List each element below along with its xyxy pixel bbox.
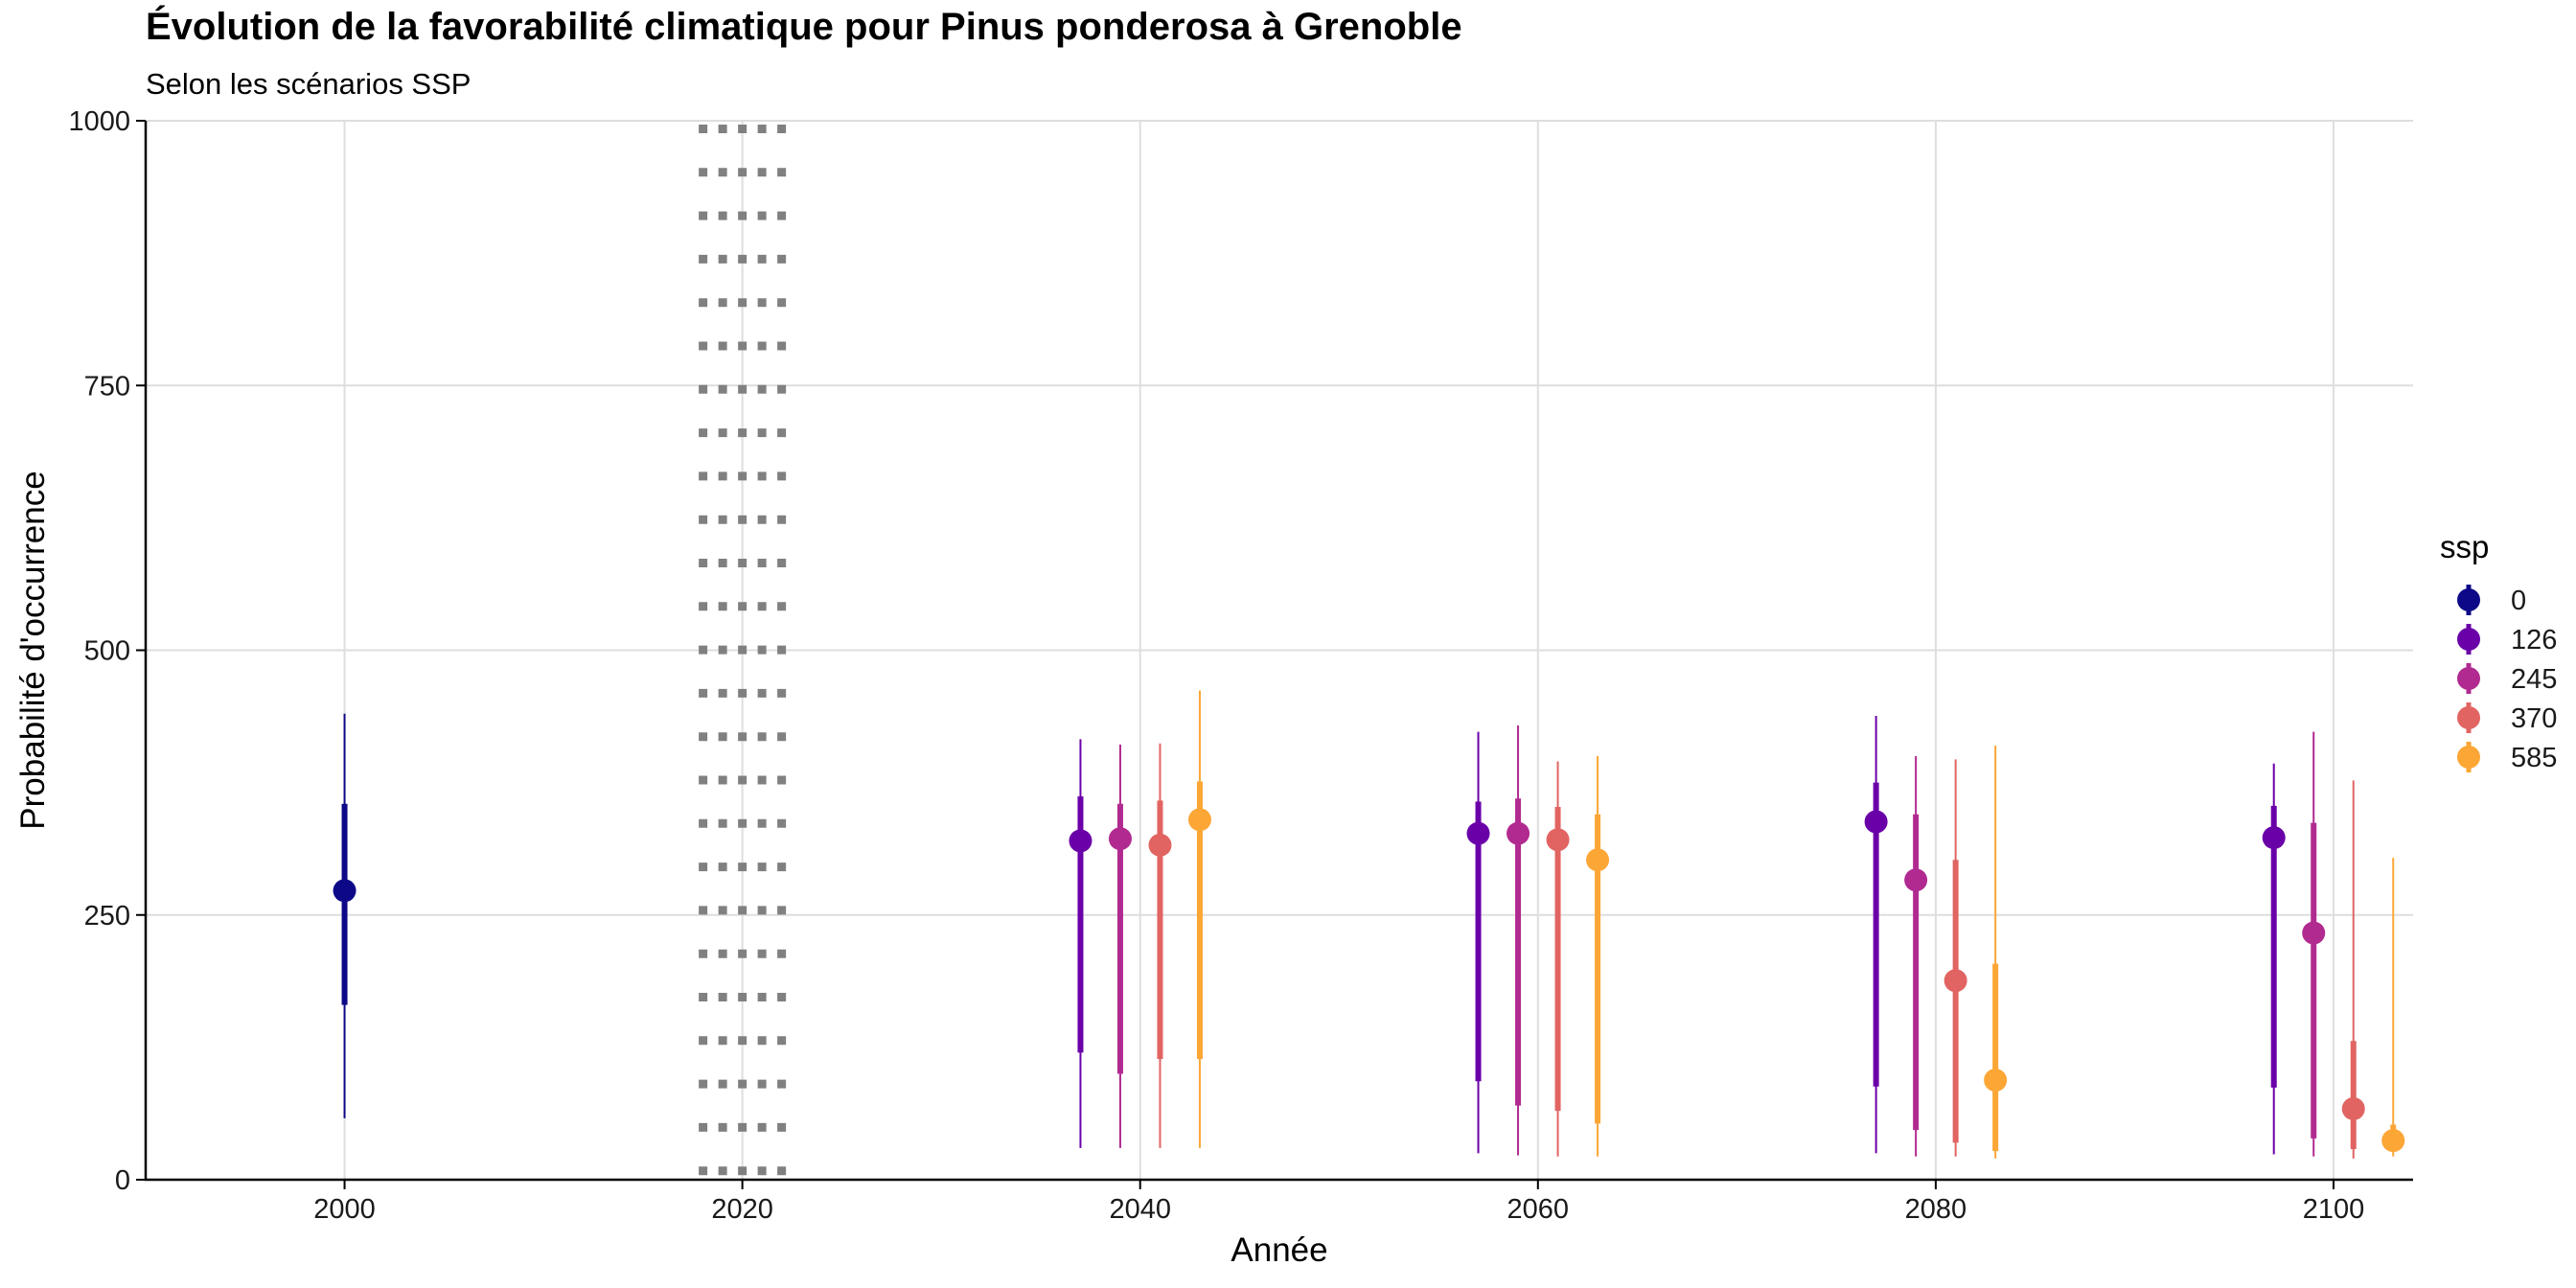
- reference-line-group: [699, 125, 787, 1180]
- legend-key-point: [2457, 588, 2480, 611]
- median-point: [2381, 1129, 2405, 1153]
- y-tick-label: 750: [84, 371, 130, 402]
- y-axis-title: Probabilité d'occurrence: [14, 471, 52, 829]
- legend-key-point: [2457, 706, 2480, 729]
- chart-subtitle: Selon les scénarios SSP: [146, 67, 472, 101]
- median-point: [1148, 833, 1172, 857]
- chart-title: Évolution de la favorabilité climatique …: [146, 6, 1462, 48]
- legend-key-point: [2457, 746, 2480, 769]
- data-marks: [333, 690, 2405, 1159]
- median-point: [1904, 868, 1928, 892]
- median-point: [1546, 828, 1570, 852]
- median-point: [1586, 848, 1610, 872]
- median-point: [333, 879, 356, 903]
- legend-label: 370: [2511, 703, 2557, 734]
- legend-label: 585: [2511, 743, 2557, 773]
- median-point: [2262, 826, 2286, 850]
- median-point: [1506, 821, 1530, 845]
- legend-label: 245: [2511, 664, 2557, 695]
- y-tick-label: 250: [84, 901, 130, 932]
- median-point: [2341, 1096, 2365, 1120]
- grid-lines: [146, 120, 2413, 1181]
- legend-title: ssp: [2440, 529, 2489, 564]
- median-point: [2302, 921, 2326, 945]
- y-tick-label: 0: [115, 1165, 130, 1196]
- median-point: [1944, 969, 1967, 993]
- x-tick-label: 2060: [1507, 1194, 1570, 1225]
- median-point: [1069, 829, 1092, 853]
- x-axis-title: Année: [1230, 1231, 1327, 1269]
- median-point: [1984, 1069, 2008, 1092]
- median-point: [1864, 810, 1888, 834]
- axes: 0 250 500 750 1000 2000 2020 2040 2060 2080 2100 An…: [14, 106, 2413, 1269]
- legend-key-point: [2457, 628, 2480, 651]
- y-tick-label: 1000: [68, 106, 130, 137]
- median-point: [1108, 827, 1132, 851]
- legend-label: 0: [2511, 586, 2526, 616]
- legend-key-point: [2457, 667, 2480, 690]
- y-tick-label: 500: [84, 636, 130, 667]
- legend-label: 126: [2511, 625, 2557, 656]
- x-tick-label: 2040: [1109, 1194, 1171, 1225]
- x-tick-label: 2100: [2303, 1194, 2365, 1225]
- median-point: [1466, 821, 1490, 845]
- x-tick-label: 2000: [313, 1194, 376, 1225]
- x-tick-label: 2020: [711, 1194, 773, 1225]
- legend: ssp 0 126 245 370 585: [2440, 529, 2557, 773]
- median-point: [1187, 808, 1211, 832]
- x-tick-label: 2080: [1905, 1194, 1967, 1225]
